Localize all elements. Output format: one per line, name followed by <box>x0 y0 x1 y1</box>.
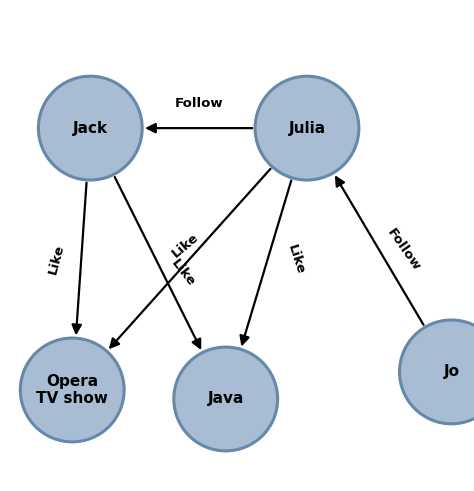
Text: Julia: Julia <box>288 121 326 136</box>
Text: Like: Like <box>285 243 307 275</box>
Text: Opera
TV show: Opera TV show <box>36 374 108 406</box>
Text: Follow: Follow <box>174 97 223 110</box>
Circle shape <box>20 338 124 442</box>
Text: Follow: Follow <box>385 226 423 273</box>
Text: Jo: Jo <box>444 364 459 380</box>
Text: Like: Like <box>46 243 67 275</box>
Text: Like: Like <box>169 231 201 260</box>
Circle shape <box>174 347 278 451</box>
Text: Like: Like <box>168 256 197 289</box>
Text: Java: Java <box>208 391 244 407</box>
Text: Jack: Jack <box>73 121 108 136</box>
Circle shape <box>255 76 359 180</box>
Circle shape <box>400 320 474 424</box>
Circle shape <box>38 76 142 180</box>
